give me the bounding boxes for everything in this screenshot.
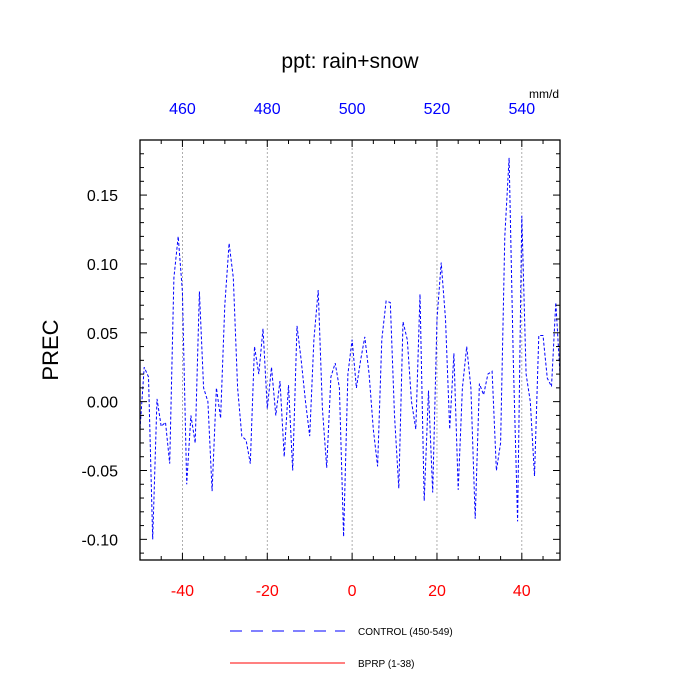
legend-label: BPRP (1-38): [358, 659, 415, 670]
x-tick-labels-bottom: -40 -20 0 20 40: [171, 583, 531, 600]
x-tick-label-bottom: 0: [348, 583, 357, 600]
x-tick-label-bottom: -40: [171, 583, 194, 600]
x-tick-label-top: 480: [254, 101, 281, 118]
x-tick-label-bottom: -20: [256, 583, 279, 600]
x-tick-label-top: 460: [169, 101, 196, 118]
y-tick-label: -0.10: [82, 532, 119, 549]
x-tick-labels-top: 460 480 500 520 540: [169, 101, 535, 118]
y-tick-label: 0.10: [87, 257, 118, 274]
chart-title: ppt: rain+snow: [281, 50, 419, 73]
y-tick-label: 0.05: [87, 326, 118, 343]
y-axis-label: PREC: [38, 319, 63, 380]
series-line: [139, 157, 561, 540]
legend-label: CONTROL (450-549): [358, 627, 453, 638]
x-grid-lines: [182, 140, 523, 560]
x-tick-label-top: 540: [508, 101, 535, 118]
y-tick-labels: 0.15 0.10 0.05 0.00 -0.05 -0.10: [82, 188, 119, 549]
series-layer: [139, 157, 561, 540]
plot-frame: [139, 139, 561, 561]
x-tick-label-bottom: 40: [513, 583, 531, 600]
axis-ticks: [139, 140, 560, 560]
x-tick-label-top: 500: [339, 101, 366, 118]
legend: CONTROL (450-549) BPRP (1-38): [230, 627, 453, 670]
x-tick-label-top: 520: [424, 101, 451, 118]
y-tick-label: -0.05: [82, 463, 119, 480]
y-tick-label: 0.00: [87, 395, 118, 412]
x-tick-label-bottom: 20: [428, 583, 446, 600]
top-axis-units-label: mm/d: [529, 87, 559, 101]
y-tick-label: 0.15: [87, 188, 118, 205]
